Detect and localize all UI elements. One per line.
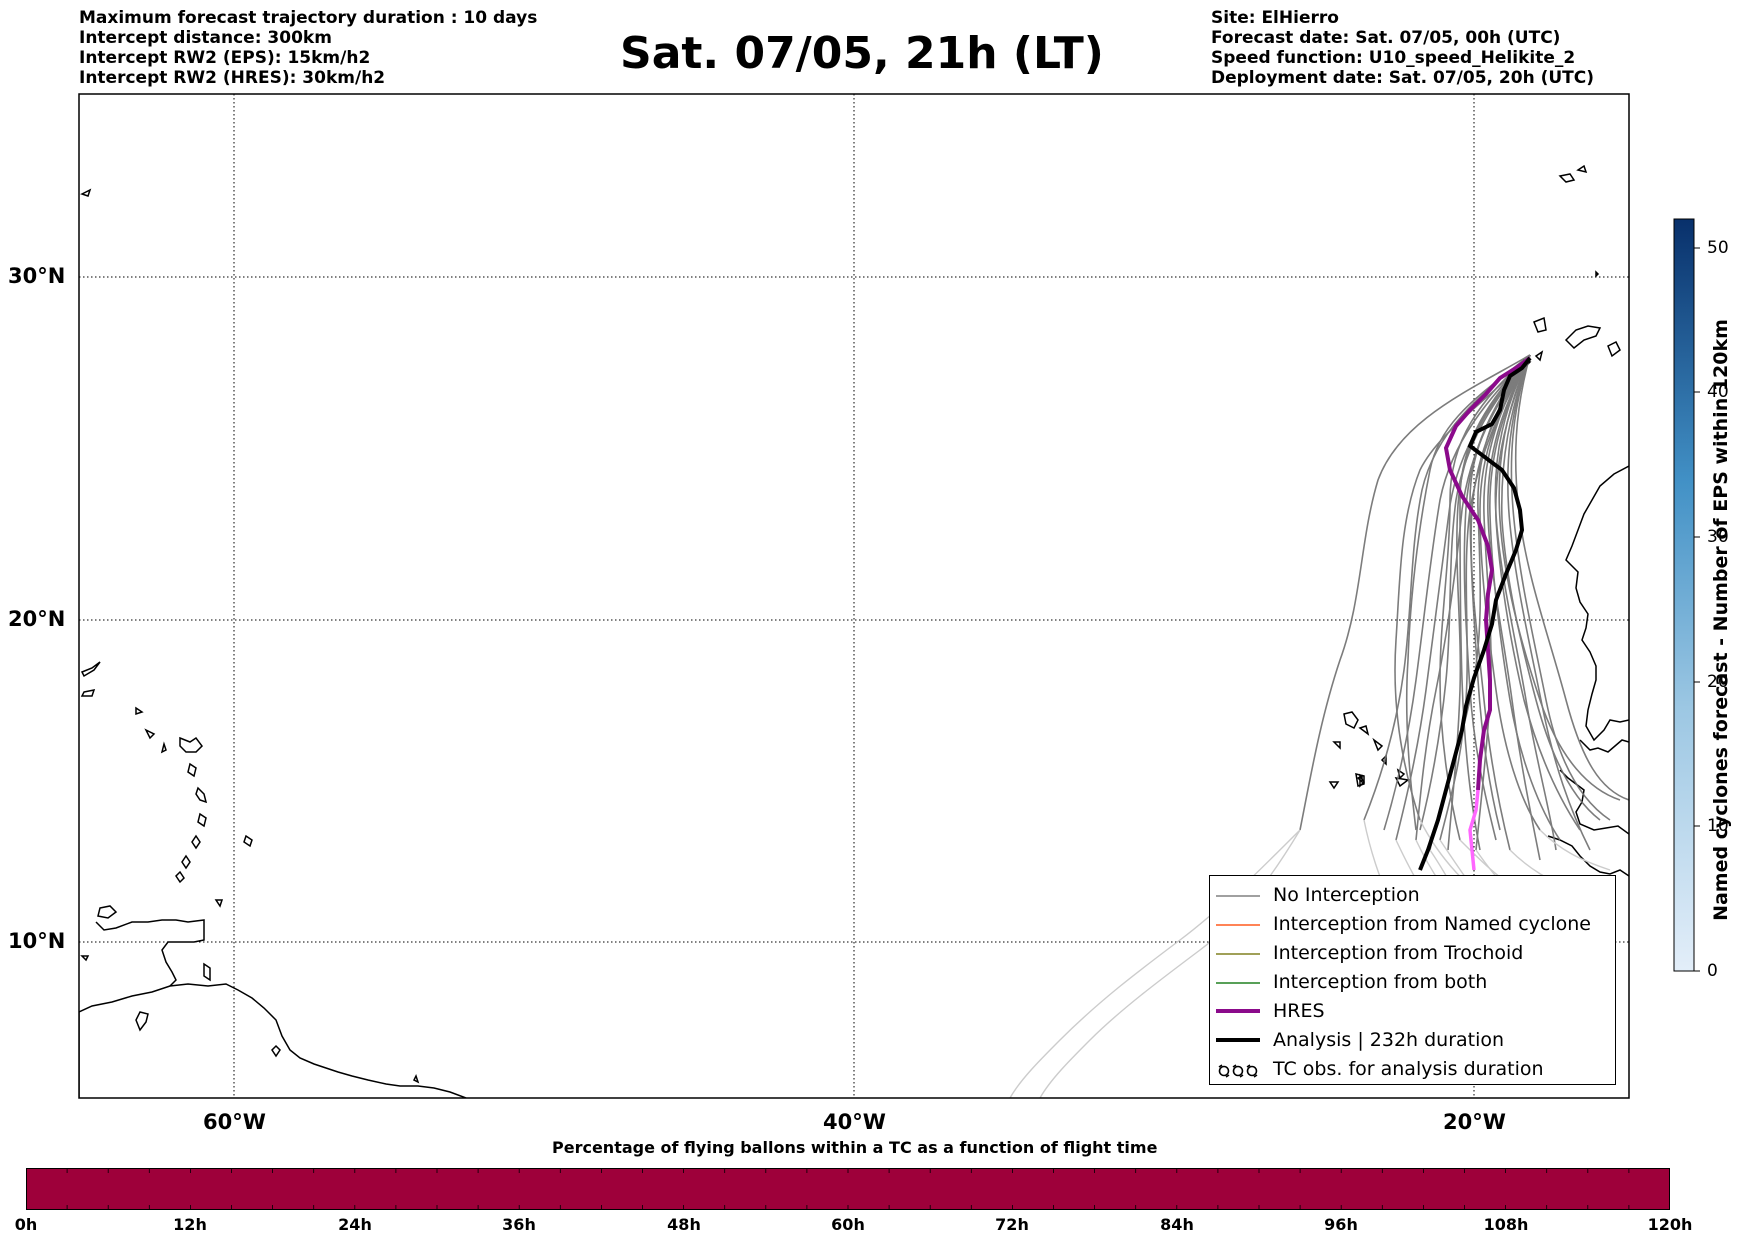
header-right-line: Speed function: U10_speed_Helikite_2 [1211, 48, 1576, 68]
cyclone-symbol-icon [1218, 1064, 1258, 1078]
legend-item-analysis: Analysis | 232h duration [1210, 1026, 1615, 1055]
legend-label: Interception from Trochoid [1273, 942, 1524, 964]
progress-tick-label: 60h [831, 1215, 865, 1234]
legend-line-analysis [1216, 1038, 1260, 1042]
lon-label-40w: 40°W [823, 1110, 886, 1134]
lat-label-20n: 20°N [8, 607, 66, 631]
header-left-line: Maximum forecast trajectory duration : 1… [79, 8, 538, 28]
progress-tick-label: 120h [1647, 1215, 1693, 1234]
progress-title: Percentage of flying ballons within a TC… [552, 1138, 1158, 1157]
map-title: Sat. 07/05, 21h (LT) [620, 28, 1104, 79]
analysis-trajectory [1418, 356, 1532, 871]
legend-item-tc-obs: TC obs. for analysis duration [1210, 1055, 1615, 1084]
progress-tick-label: 96h [1324, 1215, 1358, 1234]
header-left-line: Intercept RW2 (EPS): 15km/h2 [79, 48, 371, 68]
colorbar [1673, 218, 1695, 972]
legend-label: Analysis | 232h duration [1273, 1029, 1505, 1051]
legend-label: Interception from Named cyclone [1273, 913, 1591, 935]
lon-label-60w: 60°W [203, 1110, 266, 1134]
legend-label: HRES [1273, 1000, 1325, 1022]
legend-line-hres [1216, 1009, 1260, 1013]
coastline-caribbean [79, 188, 467, 1098]
coastline-africa [1328, 164, 1629, 877]
progress-bar-ticks [66, 1167, 1629, 1210]
colorbar-tick-label: 30 [1707, 527, 1729, 547]
eps-trajectories [1299, 354, 1629, 861]
header-left: Maximum forecast trajectory duration : 1… [79, 8, 537, 88]
legend-item-trochoid: Interception from Trochoid [1210, 939, 1615, 968]
colorbar-tick-label: 50 [1707, 238, 1729, 258]
map-frame [78, 93, 1630, 1099]
lat-label-30n: 30°N [8, 264, 66, 288]
legend-line-named-cyclone [1216, 924, 1260, 926]
colorbar-tick-label: 40 [1707, 382, 1729, 402]
header-right-line: Deployment date: Sat. 07/05, 20h (UTC) [1211, 68, 1595, 88]
colorbar-label: Named cyclones forecast - Number of EPS … [1710, 319, 1732, 921]
colorbar-tick-label: 0 [1707, 961, 1718, 981]
legend-label: TC obs. for analysis duration [1273, 1058, 1544, 1080]
header-right-line: Site: ElHierro [1211, 8, 1339, 28]
legend-item-both: Interception from both [1210, 968, 1615, 997]
legend-item-named-cyclone: Interception from Named cyclone [1210, 910, 1615, 939]
lon-label-20w: 20°W [1443, 1110, 1506, 1134]
legend-item-no-interception: No Interception [1210, 881, 1615, 910]
header-left-line: Intercept RW2 (HRES): 30km/h2 [79, 68, 386, 88]
legend-line-both [1216, 982, 1260, 984]
hres-trajectory-late [1468, 789, 1480, 871]
colorbar-ticks [1694, 247, 1700, 972]
hres-trajectory [1443, 356, 1532, 791]
progress-bar [26, 1167, 1670, 1210]
progress-tick-label: 36h [502, 1215, 536, 1234]
progress-tick-label: 24h [338, 1215, 372, 1234]
map-legend: No Interception Interception from Named … [1209, 875, 1616, 1085]
progress-tick-label: 48h [667, 1215, 701, 1234]
progress-tick-label: 84h [1160, 1215, 1194, 1234]
lat-label-10n: 10°N [8, 929, 66, 953]
header-left-line: Intercept distance: 300km [79, 28, 332, 48]
header-right-line: Forecast date: Sat. 07/05, 00h (UTC) [1211, 28, 1561, 48]
legend-line-no-interception [1216, 895, 1260, 897]
header-right: Site: ElHierro Forecast date: Sat. 07/05… [1211, 8, 1594, 88]
progress-tick-label: 0h [14, 1215, 38, 1234]
legend-line-trochoid [1216, 953, 1260, 955]
progress-tick-label: 72h [995, 1215, 1029, 1234]
legend-item-hres: HRES [1210, 997, 1615, 1026]
colorbar-tick-label: 10 [1707, 816, 1729, 836]
progress-tick-label: 108h [1483, 1215, 1529, 1234]
progress-tick-label: 12h [173, 1215, 207, 1234]
legend-label: No Interception [1273, 884, 1420, 906]
legend-label: Interception from both [1273, 971, 1488, 993]
colorbar-tick-label: 20 [1707, 672, 1729, 692]
